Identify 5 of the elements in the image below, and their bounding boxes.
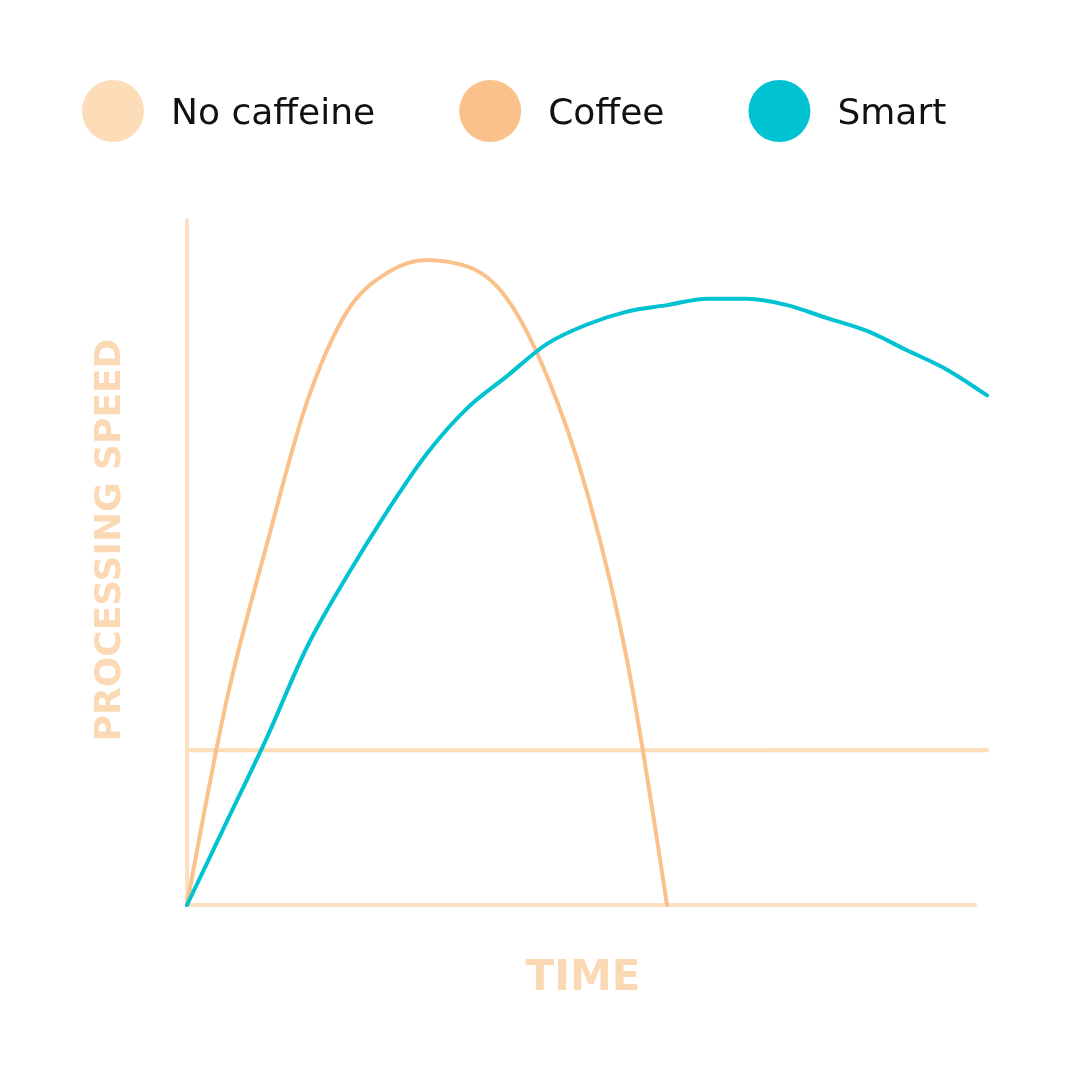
legend-label: Smart [837, 91, 947, 132]
x-axis-title: TIME [525, 951, 641, 1000]
legend-label: No caffeine [171, 91, 376, 132]
y-axis-title: PROCESSING SPEED [87, 338, 128, 742]
legend-label: Coffee [548, 91, 665, 132]
